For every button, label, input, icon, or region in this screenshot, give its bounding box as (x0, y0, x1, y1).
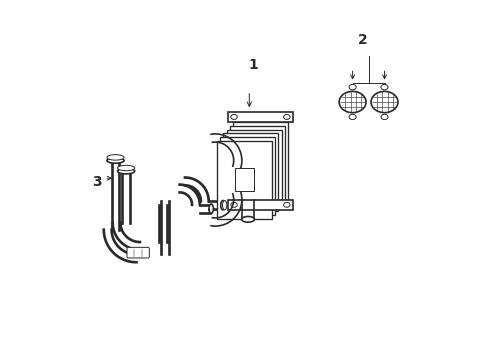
Ellipse shape (241, 216, 254, 222)
Ellipse shape (222, 201, 226, 210)
FancyBboxPatch shape (232, 122, 287, 200)
FancyBboxPatch shape (127, 247, 149, 258)
Bar (234, 168, 254, 191)
Ellipse shape (107, 155, 124, 160)
Ellipse shape (380, 85, 387, 90)
Ellipse shape (220, 201, 224, 210)
Ellipse shape (209, 204, 213, 213)
Ellipse shape (107, 158, 124, 163)
Text: 3: 3 (92, 175, 102, 189)
Ellipse shape (230, 202, 237, 207)
FancyBboxPatch shape (226, 130, 281, 207)
Ellipse shape (283, 202, 289, 207)
Ellipse shape (348, 114, 355, 120)
Ellipse shape (117, 165, 134, 171)
Ellipse shape (230, 114, 237, 120)
Text: 2: 2 (358, 33, 367, 47)
Ellipse shape (283, 114, 289, 120)
FancyBboxPatch shape (227, 112, 293, 122)
Text: 1: 1 (248, 58, 258, 72)
FancyBboxPatch shape (220, 137, 275, 215)
FancyBboxPatch shape (217, 141, 271, 219)
FancyBboxPatch shape (227, 200, 293, 210)
FancyBboxPatch shape (229, 126, 284, 204)
Ellipse shape (370, 91, 397, 113)
Ellipse shape (380, 114, 387, 120)
Ellipse shape (348, 85, 355, 90)
Ellipse shape (117, 168, 134, 174)
FancyBboxPatch shape (223, 133, 278, 211)
Ellipse shape (339, 91, 366, 113)
